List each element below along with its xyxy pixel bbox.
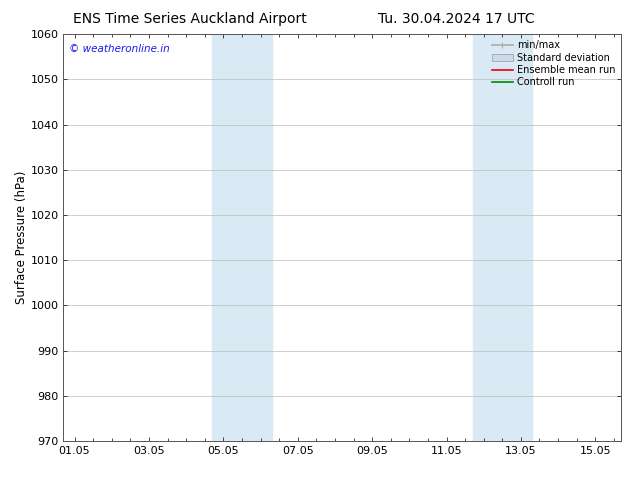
Bar	[212, 34, 272, 441]
Y-axis label: Surface Pressure (hPa): Surface Pressure (hPa)	[15, 171, 28, 304]
Text: ENS Time Series Auckland Airport: ENS Time Series Auckland Airport	[74, 12, 307, 26]
Bar	[472, 34, 532, 441]
Text: © weatheronline.in: © weatheronline.in	[69, 45, 170, 54]
Legend: min/max, Standard deviation, Ensemble mean run, Controll run: min/max, Standard deviation, Ensemble me…	[488, 36, 619, 91]
Text: Tu. 30.04.2024 17 UTC: Tu. 30.04.2024 17 UTC	[378, 12, 535, 26]
